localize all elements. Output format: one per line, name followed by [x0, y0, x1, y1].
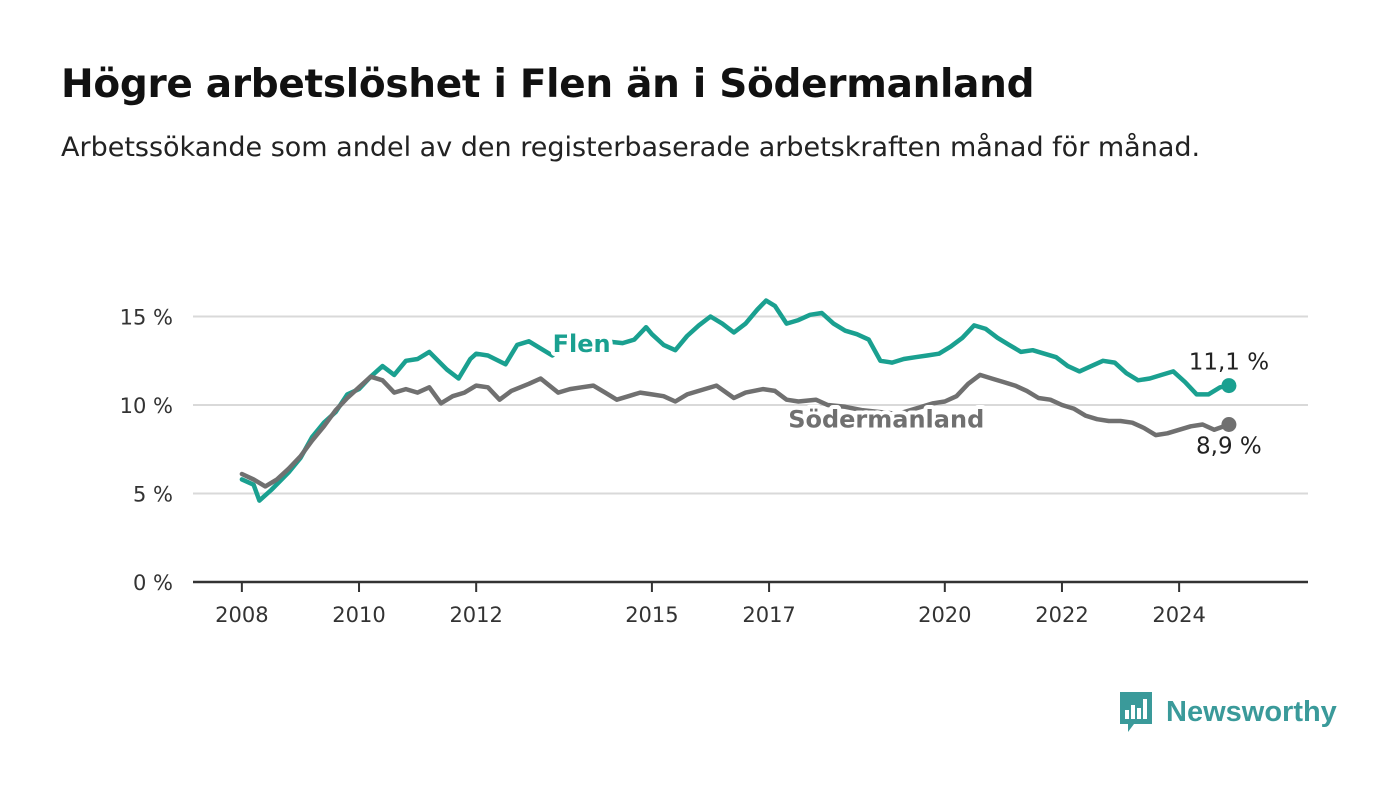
brand-name: Newsworthy — [1166, 695, 1337, 728]
x-tick-label: 2022 — [1035, 603, 1088, 627]
chart-title: Högre arbetslöshet i Flen än i Södermanl… — [61, 62, 1035, 107]
bar-chart-bubble-icon — [1120, 692, 1152, 732]
labels: Flen Södermanland 11,1 % 8,9 % — [549, 326, 1269, 459]
end-point-sodermanland — [1221, 416, 1237, 432]
x-tick-label: 2012 — [449, 603, 502, 627]
end-point-flen — [1221, 378, 1237, 394]
end-label-sodermanland: 8,9 % — [1196, 433, 1262, 459]
newsworthy-logo: Newsworthy — [1118, 690, 1337, 734]
gridlines — [193, 315, 1308, 495]
x-tick-label: 2020 — [918, 603, 971, 627]
series-label-sodermanland: Södermanland — [788, 405, 984, 433]
x-tick-label: 2024 — [1152, 603, 1205, 627]
chart-subtitle: Arbetssökande som andel av den registerb… — [61, 132, 1201, 163]
series-lines — [239, 298, 1237, 503]
x-tick-label: 2017 — [742, 603, 795, 627]
x-tick-label: 2015 — [625, 603, 678, 627]
y-tick-label: 5 % — [133, 483, 173, 507]
y-tick-label: 15 % — [120, 306, 173, 330]
axes: 0 % 5 % 10 % 15 % 2008 2010 2012 2015 2017 2020 20… — [120, 306, 1308, 627]
y-tick-label: 0 % — [133, 571, 173, 595]
x-tick-label: 2008 — [215, 603, 268, 627]
x-tick-label: 2010 — [332, 603, 385, 627]
series-label-flen: Flen — [553, 330, 611, 358]
end-label-flen: 11,1 % — [1189, 350, 1269, 376]
y-tick-label: 10 % — [120, 394, 173, 418]
series-line-flen — [239, 298, 1232, 503]
series-line-sodermanland — [239, 372, 1232, 489]
